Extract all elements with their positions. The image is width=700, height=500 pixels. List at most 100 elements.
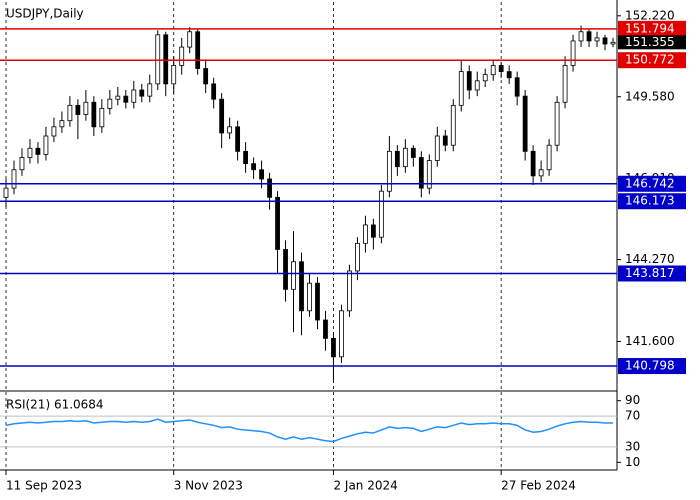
level-label: 150.772 — [625, 53, 675, 67]
candle-body — [283, 249, 288, 290]
candle-body — [570, 40, 576, 66]
y-tick-label: 152.220 — [625, 8, 675, 22]
chart-title: USDJPY,Daily — [6, 7, 84, 21]
candle-body — [35, 147, 41, 155]
candle-body — [498, 65, 504, 73]
candle-body — [363, 224, 368, 244]
candle-body — [219, 98, 225, 134]
candle-body — [323, 319, 328, 339]
candle-body — [179, 46, 185, 66]
candle-body — [562, 65, 568, 103]
candle-body — [291, 261, 296, 290]
rsi-tick-label: 90 — [625, 393, 640, 407]
candle-body — [203, 68, 209, 85]
level-tag — [618, 193, 686, 210]
candle-body — [307, 282, 312, 312]
candle-body — [506, 71, 512, 79]
candle-body — [490, 65, 496, 76]
rsi-tick-label: 10 — [625, 455, 640, 469]
candle-body — [355, 242, 360, 272]
candle-body — [538, 169, 544, 177]
candle-body — [466, 71, 472, 91]
candle-body — [418, 157, 424, 189]
level-label: 146.173 — [625, 194, 675, 208]
candle-body — [211, 83, 217, 100]
level-tag — [618, 20, 686, 37]
candle-body — [610, 41, 616, 45]
candle-body — [339, 310, 344, 358]
candle-body — [442, 135, 448, 146]
candle-body — [378, 190, 384, 238]
candle-body — [243, 150, 249, 165]
candle-body — [99, 108, 105, 128]
candle-body — [434, 135, 440, 161]
x-tick-label: 3 Nov 2023 — [174, 479, 243, 493]
candle-body — [59, 120, 65, 128]
candle-body — [594, 37, 600, 42]
candle-body — [195, 31, 201, 69]
candle-body — [267, 178, 272, 198]
candle-body — [163, 34, 169, 85]
candle-body — [586, 31, 592, 42]
candle-body — [410, 147, 416, 158]
level-tag — [618, 358, 686, 375]
y-tick-label: 144.270 — [625, 252, 675, 266]
candle-body — [602, 37, 608, 45]
candle-body — [227, 126, 233, 134]
price-label: 151.355 — [625, 35, 675, 49]
candle-body — [139, 89, 145, 97]
candle-body — [315, 282, 320, 321]
level-tag — [618, 175, 686, 192]
candle-body — [67, 104, 73, 122]
candle-body — [331, 338, 336, 358]
candle-body — [107, 98, 113, 109]
x-tick-label: 11 Sep 2023 — [6, 479, 82, 493]
candle-body — [386, 150, 392, 192]
candle-body — [482, 74, 488, 82]
candle-body — [426, 160, 432, 189]
candle-body — [187, 31, 193, 48]
candle-body — [275, 196, 280, 250]
candle-body — [171, 65, 177, 85]
level-tag — [618, 265, 686, 282]
rsi-line — [5, 418, 614, 443]
candle-body — [51, 126, 57, 137]
candle-body — [155, 34, 161, 85]
candle-body — [402, 147, 408, 168]
y-tick-label: 141.600 — [625, 334, 675, 348]
candle-body — [370, 224, 376, 238]
candle-body — [27, 147, 33, 158]
rsi-label: RSI(21) 61.0684 — [6, 398, 104, 412]
rsi-tick-label: 70 — [625, 409, 640, 423]
candle-body — [3, 187, 9, 198]
x-tick-label: 27 Feb 2024 — [501, 479, 576, 493]
candle-body — [347, 270, 352, 312]
candle-body — [123, 95, 129, 103]
candle-body — [546, 144, 552, 171]
candle-body — [450, 104, 456, 146]
candle-body — [394, 150, 400, 168]
level-label: 140.798 — [625, 359, 675, 373]
candle-body — [43, 135, 49, 155]
level-tag — [618, 52, 686, 69]
candle-body — [235, 126, 241, 152]
candle-body — [147, 83, 153, 97]
price-tag — [618, 35, 686, 50]
candle-body — [75, 104, 81, 115]
candle-body — [578, 31, 584, 42]
rsi-tick-label: 30 — [625, 439, 640, 453]
candle-body — [474, 80, 480, 91]
level-label: 143.817 — [625, 266, 675, 280]
candle-body — [514, 77, 520, 97]
y-tick-label: 149.580 — [625, 89, 675, 103]
candle-body — [11, 169, 17, 189]
candle-body — [19, 157, 25, 171]
candle-body — [83, 101, 89, 115]
layers: 11 Sep 2023 3 Nov 2023 2 Jan 2024 27 Feb 20… — [0, 0, 686, 493]
level-label: 146.742 — [625, 176, 675, 190]
candle-body — [554, 101, 560, 146]
candle-body — [299, 261, 304, 312]
candle-body — [251, 163, 256, 171]
